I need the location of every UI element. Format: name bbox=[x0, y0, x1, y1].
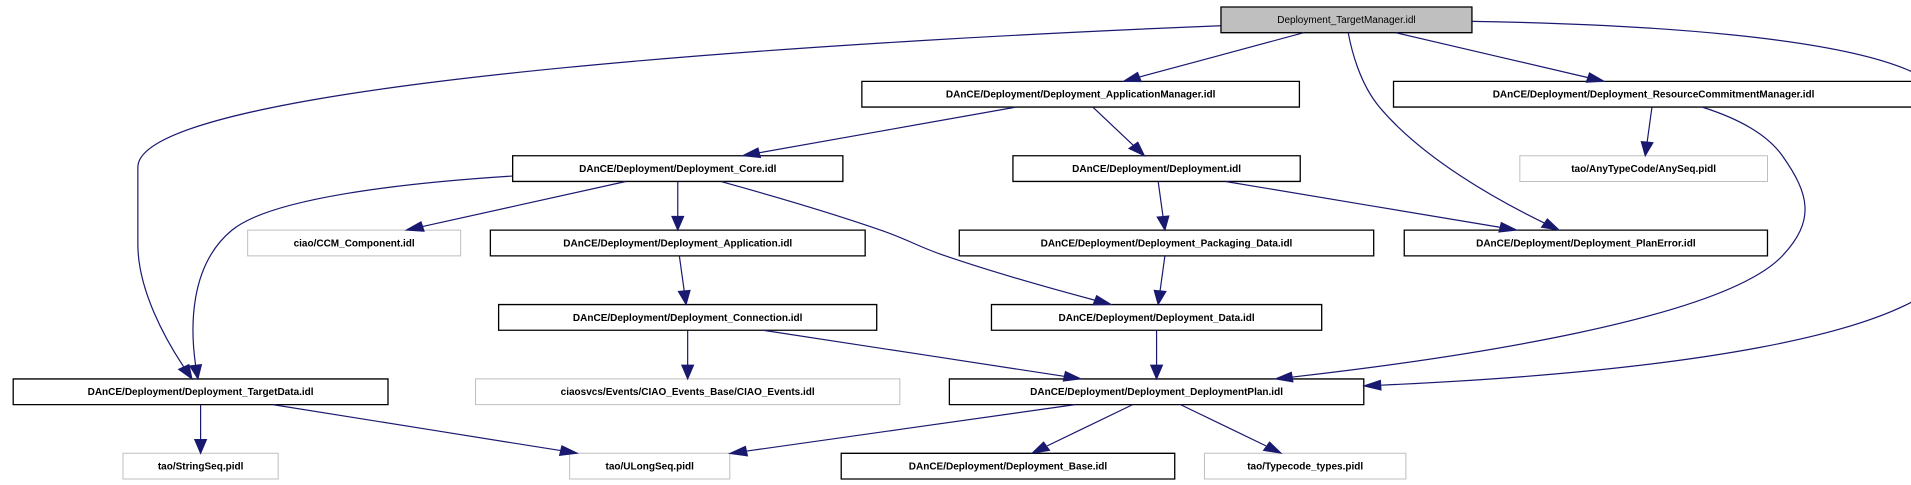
svg-text:tao/ULongSeq.pidl: tao/ULongSeq.pidl bbox=[606, 462, 695, 473]
svg-text:DAnCE/Deployment/Deployment_De: DAnCE/Deployment/Deployment_DeploymentPl… bbox=[1030, 387, 1283, 398]
svg-text:DAnCE/Deployment/Deployment_Ta: DAnCE/Deployment/Deployment_TargetData.i… bbox=[88, 387, 314, 398]
svg-text:tao/StringSeq.pidl: tao/StringSeq.pidl bbox=[158, 462, 244, 473]
svg-text:tao/Typecode_types.pidl: tao/Typecode_types.pidl bbox=[1247, 462, 1363, 473]
svg-text:DAnCE/Deployment/Deployment_Pa: DAnCE/Deployment/Deployment_Packaging_Da… bbox=[1041, 238, 1293, 249]
svg-text:DAnCE/Deployment/Deployment_Ap: DAnCE/Deployment/Deployment_ApplicationM… bbox=[946, 90, 1216, 101]
svg-text:tao/AnyTypeCode/AnySeq.pidl: tao/AnyTypeCode/AnySeq.pidl bbox=[1571, 164, 1716, 175]
svg-text:Deployment_TargetManager.idl: Deployment_TargetManager.idl bbox=[1277, 15, 1415, 26]
svg-text:DAnCE/Deployment/Deployment.id: DAnCE/Deployment/Deployment.idl bbox=[1072, 164, 1241, 175]
svg-text:DAnCE/Deployment/Deployment_Co: DAnCE/Deployment/Deployment_Core.idl bbox=[579, 164, 776, 175]
svg-text:ciaosvcs/Events/CIAO_Events_Ba: ciaosvcs/Events/CIAO_Events_Base/CIAO_Ev… bbox=[561, 387, 815, 398]
svg-text:DAnCE/Deployment/Deployment_Da: DAnCE/Deployment/Deployment_Data.idl bbox=[1059, 313, 1255, 324]
svg-text:DAnCE/Deployment/Deployment_Pl: DAnCE/Deployment/Deployment_PlanError.id… bbox=[1476, 238, 1696, 249]
svg-text:ciao/CCM_Component.idl: ciao/CCM_Component.idl bbox=[294, 238, 415, 249]
svg-text:DAnCE/Deployment/Deployment_Re: DAnCE/Deployment/Deployment_ResourceComm… bbox=[1493, 90, 1815, 101]
svg-text:DAnCE/Deployment/Deployment_Co: DAnCE/Deployment/Deployment_Connection.i… bbox=[573, 313, 803, 324]
svg-text:DAnCE/Deployment/Deployment_Ap: DAnCE/Deployment/Deployment_Application.… bbox=[563, 238, 792, 249]
svg-text:DAnCE/Deployment/Deployment_Ba: DAnCE/Deployment/Deployment_Base.idl bbox=[909, 462, 1108, 473]
